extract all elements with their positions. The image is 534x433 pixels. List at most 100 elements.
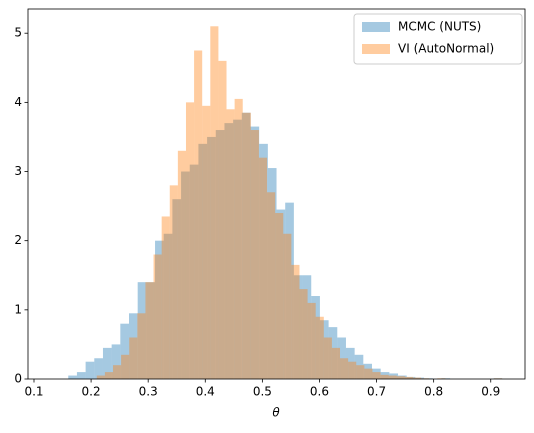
histogram-bar	[311, 296, 320, 379]
histogram-bar	[96, 375, 105, 379]
histogram-bar	[137, 282, 147, 379]
histogram-bar	[226, 109, 235, 380]
histogram-bar	[293, 275, 303, 379]
y-tick-label: 1	[14, 302, 22, 316]
histogram-bar	[85, 361, 95, 379]
histogram-bar	[241, 112, 251, 380]
histogram-bar	[258, 157, 268, 379]
histogram-bar	[323, 337, 332, 379]
histogram-bar	[104, 372, 114, 379]
histogram-bar	[233, 119, 242, 379]
histogram-bar	[348, 361, 357, 379]
legend-swatch	[362, 44, 390, 54]
histogram-bar	[267, 168, 277, 379]
histogram-bar	[315, 316, 324, 379]
x-tick-label: 0.7	[367, 385, 386, 399]
x-tick-label: 0.6	[310, 385, 329, 399]
histogram-bar	[146, 282, 156, 379]
histogram-bar	[307, 302, 316, 379]
histogram-bar	[291, 264, 300, 379]
histogram-bar	[364, 368, 373, 379]
histogram-bar	[185, 102, 195, 379]
histogram-bar	[389, 373, 399, 379]
histogram-bar	[121, 354, 130, 379]
legend-label: VI (AutoNormal)	[398, 42, 494, 56]
histogram-bar	[259, 143, 268, 379]
x-tick-label: 0.9	[481, 385, 500, 399]
histogram-bar	[76, 372, 86, 379]
histogram-bar	[111, 344, 121, 379]
y-tick-label: 5	[14, 26, 22, 40]
x-tick-label: 0.3	[139, 385, 158, 399]
histogram-bar	[68, 375, 77, 379]
histogram-bar	[372, 372, 381, 379]
histogram-bar	[415, 377, 425, 379]
x-tick-label: 0.8	[424, 385, 443, 399]
histogram-bar	[102, 347, 112, 379]
x-axis-label: θ	[272, 406, 280, 420]
legend-label: MCMC (NUTS)	[398, 20, 481, 34]
histogram-bar	[234, 98, 243, 379]
histogram-bar	[354, 354, 364, 379]
histogram-bar	[299, 289, 308, 379]
histogram-bar	[210, 26, 219, 379]
histogram-bar	[172, 199, 182, 379]
x-tick-label: 0.4	[196, 385, 215, 399]
histogram-bar	[145, 282, 154, 379]
histogram-bar	[218, 60, 227, 379]
histogram-bar	[155, 240, 164, 379]
histogram-bar	[356, 365, 365, 379]
x-tick-label: 0.2	[82, 385, 101, 399]
histogram-bar	[275, 213, 284, 379]
histogram-bar	[137, 313, 146, 379]
histogram-bar	[250, 126, 260, 379]
histogram-bar	[276, 209, 286, 379]
histogram-bar	[128, 313, 138, 379]
histogram-bar	[337, 337, 346, 379]
legend-swatch	[362, 22, 390, 32]
histogram-bar	[215, 130, 225, 379]
histogram-bar	[189, 164, 199, 379]
y-tick-label: 0	[14, 372, 22, 386]
histogram-bar	[380, 372, 390, 379]
histogram-bar	[363, 363, 372, 379]
histogram-bar	[283, 233, 292, 379]
histogram-bar	[153, 254, 162, 379]
histogram-bar	[396, 376, 405, 379]
histogram-bar	[163, 233, 173, 379]
histogram-bar	[120, 323, 129, 379]
histogram-bar	[198, 143, 208, 379]
histogram-bar	[267, 192, 276, 379]
histogram-bar	[242, 112, 251, 380]
histogram-bar	[398, 375, 407, 379]
histogram-bar	[371, 368, 381, 379]
histogram-bar	[328, 327, 338, 379]
histogram-bar	[94, 358, 103, 379]
histogram-bar	[319, 320, 329, 379]
y-tick-label: 4	[14, 95, 22, 109]
histogram-bar	[161, 216, 170, 379]
histogram-bar	[331, 347, 341, 379]
plot-frame	[27, 8, 526, 380]
x-tick-label: 0.1	[24, 385, 43, 399]
legend-box	[353, 13, 523, 65]
histogram-bar	[113, 365, 122, 379]
histogram-bar	[250, 130, 259, 379]
y-tick-label: 2	[14, 233, 22, 247]
histogram-bar	[194, 50, 203, 379]
histogram-bar	[169, 185, 178, 379]
histogram-bar	[412, 377, 422, 379]
histogram-bar	[181, 171, 190, 379]
histogram-bar	[388, 375, 397, 379]
histogram-bar	[404, 376, 413, 379]
histogram-bar	[345, 347, 355, 379]
histogram-bar	[406, 376, 416, 379]
histogram-bar	[285, 202, 294, 379]
histogram-bar	[380, 374, 389, 379]
histogram-bar	[207, 136, 216, 379]
histogram-bar	[224, 123, 234, 379]
histogram-bar	[177, 150, 186, 379]
histogram-bar	[202, 105, 211, 379]
y-tick-label: 3	[14, 164, 22, 178]
